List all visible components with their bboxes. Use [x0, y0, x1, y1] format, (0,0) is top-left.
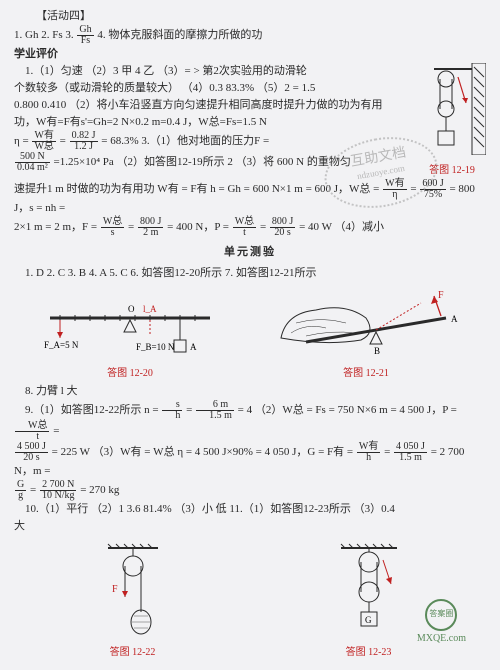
t: = 400 N，P = — [167, 221, 229, 233]
rock-lever-diagram-icon: B A F — [266, 288, 466, 358]
f: W有h — [357, 442, 380, 463]
t: 9.（1）如答图12-22所示 n = — [25, 404, 159, 416]
activity4-line: 1. Gh 2. Fs 3. Gh Fs 4. 物体克服斜面的摩擦力所做的功 — [14, 25, 486, 46]
page: 互助文档 ndzuoye.com 【活动四】 1. Gh 2. Fs 3. Gh… — [14, 8, 486, 660]
t: = 40 W （4）减小 — [299, 221, 384, 233]
t: = 4 （2）W总 = Fs = 750 N×6 m = 4 500 J，P = — [238, 404, 457, 416]
lbl-A: A — [190, 342, 197, 352]
f: W总t — [233, 217, 256, 238]
t: = — [260, 221, 266, 233]
ut-l9: 9.（1）如答图12-22所示 n = sh = 6 m1.5 m = 4 （2… — [14, 400, 486, 442]
f: 800 J2 m — [138, 217, 163, 238]
t: = 270 kg — [80, 484, 119, 496]
f: 6 m1.5 m — [196, 400, 234, 421]
act4-item1: 1. Gh — [14, 29, 38, 41]
lever-diagram-icon: O l_A A F_A=5 N F_B=10 N — [40, 298, 220, 358]
lbl-Fa: F_A=5 N — [44, 340, 79, 350]
f: 2 700 N10 N/kg — [40, 480, 77, 501]
acad-l5: 500 N0.04 m² =1.25×10⁴ Pa （2）如答图12-19所示 … — [14, 152, 412, 173]
f: W有η — [383, 179, 406, 200]
t: = — [384, 446, 390, 458]
lbl-F: F — [438, 290, 444, 301]
t: = — [53, 425, 59, 437]
t: η = — [14, 135, 29, 147]
fig23-caption: 答图 12-23 — [329, 645, 409, 661]
act4-item4: 4. 物体克服斜面的摩擦力所做的功 — [97, 29, 262, 41]
unit-test-heading: 单元测验 — [14, 244, 486, 261]
f: 800 J20 s — [270, 217, 295, 238]
t: = 225 W （3）W有 = W总 η = 4 500 J×90% = 4 0… — [52, 446, 353, 458]
act4-item3: 3. — [65, 29, 73, 41]
lbl-O: O — [128, 304, 135, 314]
act4-item2: 2. Fs — [41, 29, 62, 41]
acad-l1: 1.（1）匀速 （2）3 甲 4 乙 （3）= > 第2次实验用的动滑轮 — [14, 63, 412, 80]
t: =1.25×10⁴ Pa （2）如答图12-19所示 2 （3）将 600 N … — [54, 156, 351, 168]
acad-l2: 个数较多（或动滑轮的质量较大） （4）0.3 83.3% （5）2 = 1.5 — [14, 80, 412, 97]
pulley-diagram-icon — [418, 63, 486, 155]
f: sh — [162, 400, 182, 421]
f: W总t — [15, 421, 49, 442]
fig12-19: 答图 12-19 — [418, 63, 486, 179]
fig12-21: B A F 答图 12-21 — [266, 288, 466, 382]
academic-block: 1.（1）匀速 （2）3 甲 4 乙 （3）= > 第2次实验用的动滑轮 个数较… — [14, 63, 486, 179]
fig19-caption: 答图 12-19 — [418, 163, 486, 179]
academic-text: 1.（1）匀速 （2）3 甲 4 乙 （3）= > 第2次实验用的动滑轮 个数较… — [14, 63, 412, 173]
t: = — [30, 484, 36, 496]
ut-l8: 8. 力臂 l 大 — [14, 383, 486, 400]
t: = — [186, 404, 192, 416]
fig21-caption: 答图 12-21 — [266, 366, 466, 382]
f: 500 N0.04 m² — [15, 152, 50, 173]
acad-l7: 2×1 m = 2 m，F = W总s = 800 J2 m = 400 N，P… — [14, 217, 486, 238]
ut-l1: 1. D 2. C 3. B 4. A 5. C 6. 如答图12-20所示 7… — [14, 265, 486, 282]
t: = — [128, 221, 134, 233]
fig12-23: G 答图 12-23 — [329, 542, 409, 661]
frac-den: Fs — [77, 36, 93, 46]
fig12-22: F 答图 12-22 — [98, 542, 168, 661]
t: 速提升1 m 时做的功为有用功 W有 = F有 h = Gh = 600 N×1… — [14, 183, 379, 195]
t: 2×1 m = 2 m，F = — [14, 221, 97, 233]
stamp-circle: 答案圈 — [425, 599, 457, 631]
fig12-20: O l_A A F_A=5 N F_B=10 N 答图 12-20 — [40, 298, 220, 382]
ut-l13: 大 — [14, 518, 486, 535]
t: = 68.3% 3.（1）他对地面的压力F = — [101, 135, 269, 147]
acad-l4: η = W有W总 = 0.82 J1.2 J = 68.3% 3.（1）他对地面… — [14, 131, 412, 152]
act4-frac: Gh Fs — [77, 25, 93, 46]
ut-l11: Gg = 2 700 N10 N/kg = 270 kg — [14, 480, 486, 501]
lbl-Fb: F_B=10 N — [136, 342, 175, 352]
bottom-stamp: 答案圈 MXQE.com — [417, 599, 466, 647]
t: = — [410, 183, 416, 195]
acad-l3b: 功，W有=F有s'=Gh=2 N×0.2 m=0.4 J，W总=Fs=1.5 N — [14, 114, 412, 131]
f: 0.82 J1.2 J — [70, 131, 98, 152]
pulley-single-icon: F — [98, 542, 168, 637]
activity4-heading: 【活动四】 — [14, 8, 486, 25]
acad-l6: 速提升1 m 时做的功为有用功 W有 = F有 h = Gh = 600 N×1… — [14, 179, 486, 217]
ut-l12: 10.（1）平行 （2）1 3.6 81.4% （3）小 低 11.（1）如答图… — [14, 501, 486, 518]
f: Gg — [15, 480, 26, 501]
t: = — [60, 135, 66, 147]
lbl-G: G — [365, 615, 372, 625]
f: W有W总 — [32, 131, 55, 152]
f: 4 500 J20 s — [15, 442, 48, 463]
lbl-F22: F — [112, 584, 118, 595]
fig22-caption: 答图 12-22 — [98, 645, 168, 661]
fig-row-1: O l_A A F_A=5 N F_B=10 N 答图 12-20 B A — [14, 288, 486, 382]
ut-l10: 4 500 J20 s = 225 W （3）W有 = W总 η = 4 500… — [14, 442, 486, 480]
f: 4 050 J1.5 m — [394, 442, 427, 463]
f: 600 J75% — [420, 179, 445, 200]
fig20-caption: 答图 12-20 — [40, 366, 220, 382]
lbl-A2: A — [451, 314, 458, 324]
pulley-double-icon: G — [329, 542, 409, 637]
lbl-B: B — [374, 346, 380, 356]
lbl-lA: l_A — [143, 304, 157, 314]
fig-row-2: F 答图 12-22 G 答图 12-23 — [14, 542, 486, 661]
academic-heading: 学业评价 — [14, 46, 486, 63]
stamp-sub: MXQE.com — [417, 631, 466, 647]
f: W总s — [101, 217, 124, 238]
acad-l3a: 0.800 0.410 （2）将小车沿竖直方向匀速提升相同高度时提升力做的功为有… — [14, 97, 412, 114]
